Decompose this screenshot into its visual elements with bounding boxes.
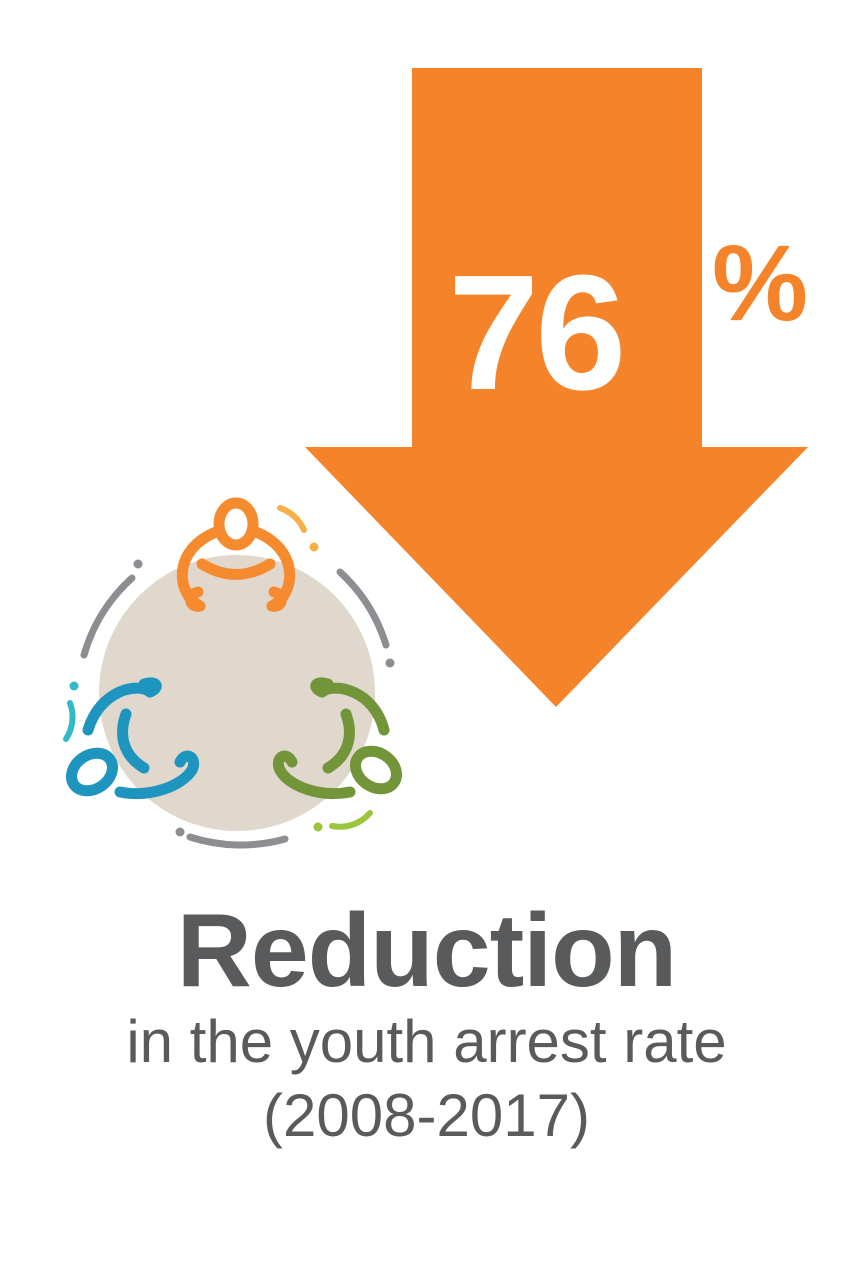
accent-arc-lime	[329, 810, 373, 830]
person-orange	[176, 497, 296, 612]
ring-arc-bottom	[186, 833, 289, 849]
ring-arc-right	[336, 568, 390, 649]
ring-arc-left	[80, 574, 136, 659]
accent-arc-yellow	[277, 505, 307, 533]
heading-reduction: Reduction	[176, 893, 677, 1009]
subtext-description: in the youth arrest rate	[126, 1008, 727, 1075]
table-shape	[99, 555, 375, 831]
people-around-table-icon	[63, 497, 402, 849]
down-arrow-icon	[305, 68, 808, 707]
person-green	[273, 677, 402, 800]
period-label: (2008-2017)	[263, 1082, 590, 1149]
person-blue	[66, 677, 199, 800]
stat-percent-sign: %	[712, 222, 809, 343]
stat-value: 76	[448, 241, 626, 424]
accent-arc-teal	[63, 700, 76, 742]
